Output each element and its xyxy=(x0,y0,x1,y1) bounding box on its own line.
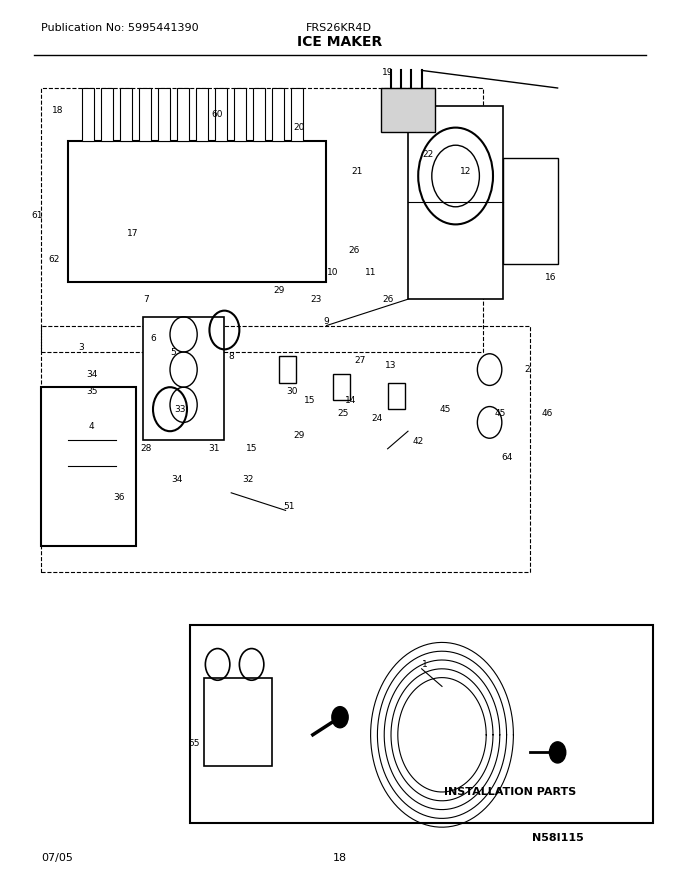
Text: 29: 29 xyxy=(273,286,284,295)
Text: 07/05: 07/05 xyxy=(41,853,73,862)
Text: 12: 12 xyxy=(460,167,471,176)
Text: Publication No: 5995441390: Publication No: 5995441390 xyxy=(41,23,199,33)
Text: 7: 7 xyxy=(143,295,149,304)
Text: 3: 3 xyxy=(79,343,84,352)
Text: 27: 27 xyxy=(355,356,366,365)
Bar xyxy=(158,88,170,141)
Text: 14: 14 xyxy=(345,396,356,405)
Text: 5: 5 xyxy=(171,348,176,356)
Text: 60: 60 xyxy=(212,110,223,119)
Bar xyxy=(68,141,326,282)
Text: 8: 8 xyxy=(228,352,234,361)
Text: 29: 29 xyxy=(294,431,305,440)
Text: INSTALLATION PARTS: INSTALLATION PARTS xyxy=(444,787,576,797)
Text: 32: 32 xyxy=(243,475,254,484)
Text: N58I115: N58I115 xyxy=(532,832,583,843)
Text: 23: 23 xyxy=(311,295,322,304)
Bar xyxy=(291,88,303,141)
Text: 26: 26 xyxy=(382,295,393,304)
Text: 20: 20 xyxy=(294,123,305,132)
Bar xyxy=(196,88,208,141)
Text: 1: 1 xyxy=(422,660,428,669)
Text: 51: 51 xyxy=(284,502,294,510)
Bar xyxy=(120,88,132,141)
Bar xyxy=(177,88,189,141)
Bar xyxy=(381,88,435,132)
Text: 13: 13 xyxy=(386,361,396,370)
Text: 24: 24 xyxy=(372,414,383,422)
Bar xyxy=(204,678,272,766)
Text: 21: 21 xyxy=(352,167,362,176)
Bar xyxy=(234,88,246,141)
Text: 33: 33 xyxy=(175,405,186,414)
Bar xyxy=(388,383,405,409)
Circle shape xyxy=(332,707,348,728)
Text: 4: 4 xyxy=(89,422,95,431)
Bar xyxy=(279,356,296,383)
Text: 15: 15 xyxy=(246,444,257,453)
Text: 15: 15 xyxy=(304,396,315,405)
Text: 18: 18 xyxy=(52,106,63,114)
Text: 11: 11 xyxy=(365,268,376,277)
Bar xyxy=(101,88,113,141)
Text: FRS26KR4D: FRS26KR4D xyxy=(306,23,372,33)
Text: ICE MAKER: ICE MAKER xyxy=(297,35,383,48)
Text: 45: 45 xyxy=(494,409,505,418)
Bar xyxy=(139,88,151,141)
FancyBboxPatch shape xyxy=(408,106,503,299)
Text: 34: 34 xyxy=(86,370,97,378)
Bar xyxy=(82,88,94,141)
Text: 45: 45 xyxy=(440,405,451,414)
Text: 34: 34 xyxy=(171,475,182,484)
Text: 2: 2 xyxy=(524,365,530,374)
Bar xyxy=(41,387,136,546)
Text: 10: 10 xyxy=(328,268,339,277)
Bar xyxy=(333,374,350,400)
Bar xyxy=(503,158,558,264)
Text: 25: 25 xyxy=(338,409,349,418)
Text: 64: 64 xyxy=(501,453,512,462)
Text: 19: 19 xyxy=(382,68,393,77)
Text: 36: 36 xyxy=(114,493,124,502)
Bar xyxy=(143,317,224,440)
Circle shape xyxy=(549,742,566,763)
Text: 30: 30 xyxy=(287,387,298,396)
Text: 42: 42 xyxy=(413,437,424,446)
Text: 46: 46 xyxy=(542,409,553,418)
Text: 17: 17 xyxy=(127,229,138,238)
Text: 62: 62 xyxy=(49,255,60,264)
Bar xyxy=(215,88,227,141)
Text: 28: 28 xyxy=(141,444,152,453)
Text: 31: 31 xyxy=(209,444,220,453)
Text: 55: 55 xyxy=(188,739,199,748)
Text: 6: 6 xyxy=(150,334,156,343)
Text: 26: 26 xyxy=(348,246,359,255)
Bar xyxy=(41,88,483,352)
Text: 16: 16 xyxy=(545,273,556,282)
Text: 9: 9 xyxy=(324,317,329,326)
Bar xyxy=(253,88,265,141)
Text: 18: 18 xyxy=(333,853,347,862)
Bar xyxy=(190,625,653,823)
Text: 35: 35 xyxy=(86,387,97,396)
Bar xyxy=(41,326,530,572)
Text: 22: 22 xyxy=(423,150,434,158)
Text: 61: 61 xyxy=(32,211,43,220)
Bar xyxy=(272,88,284,141)
